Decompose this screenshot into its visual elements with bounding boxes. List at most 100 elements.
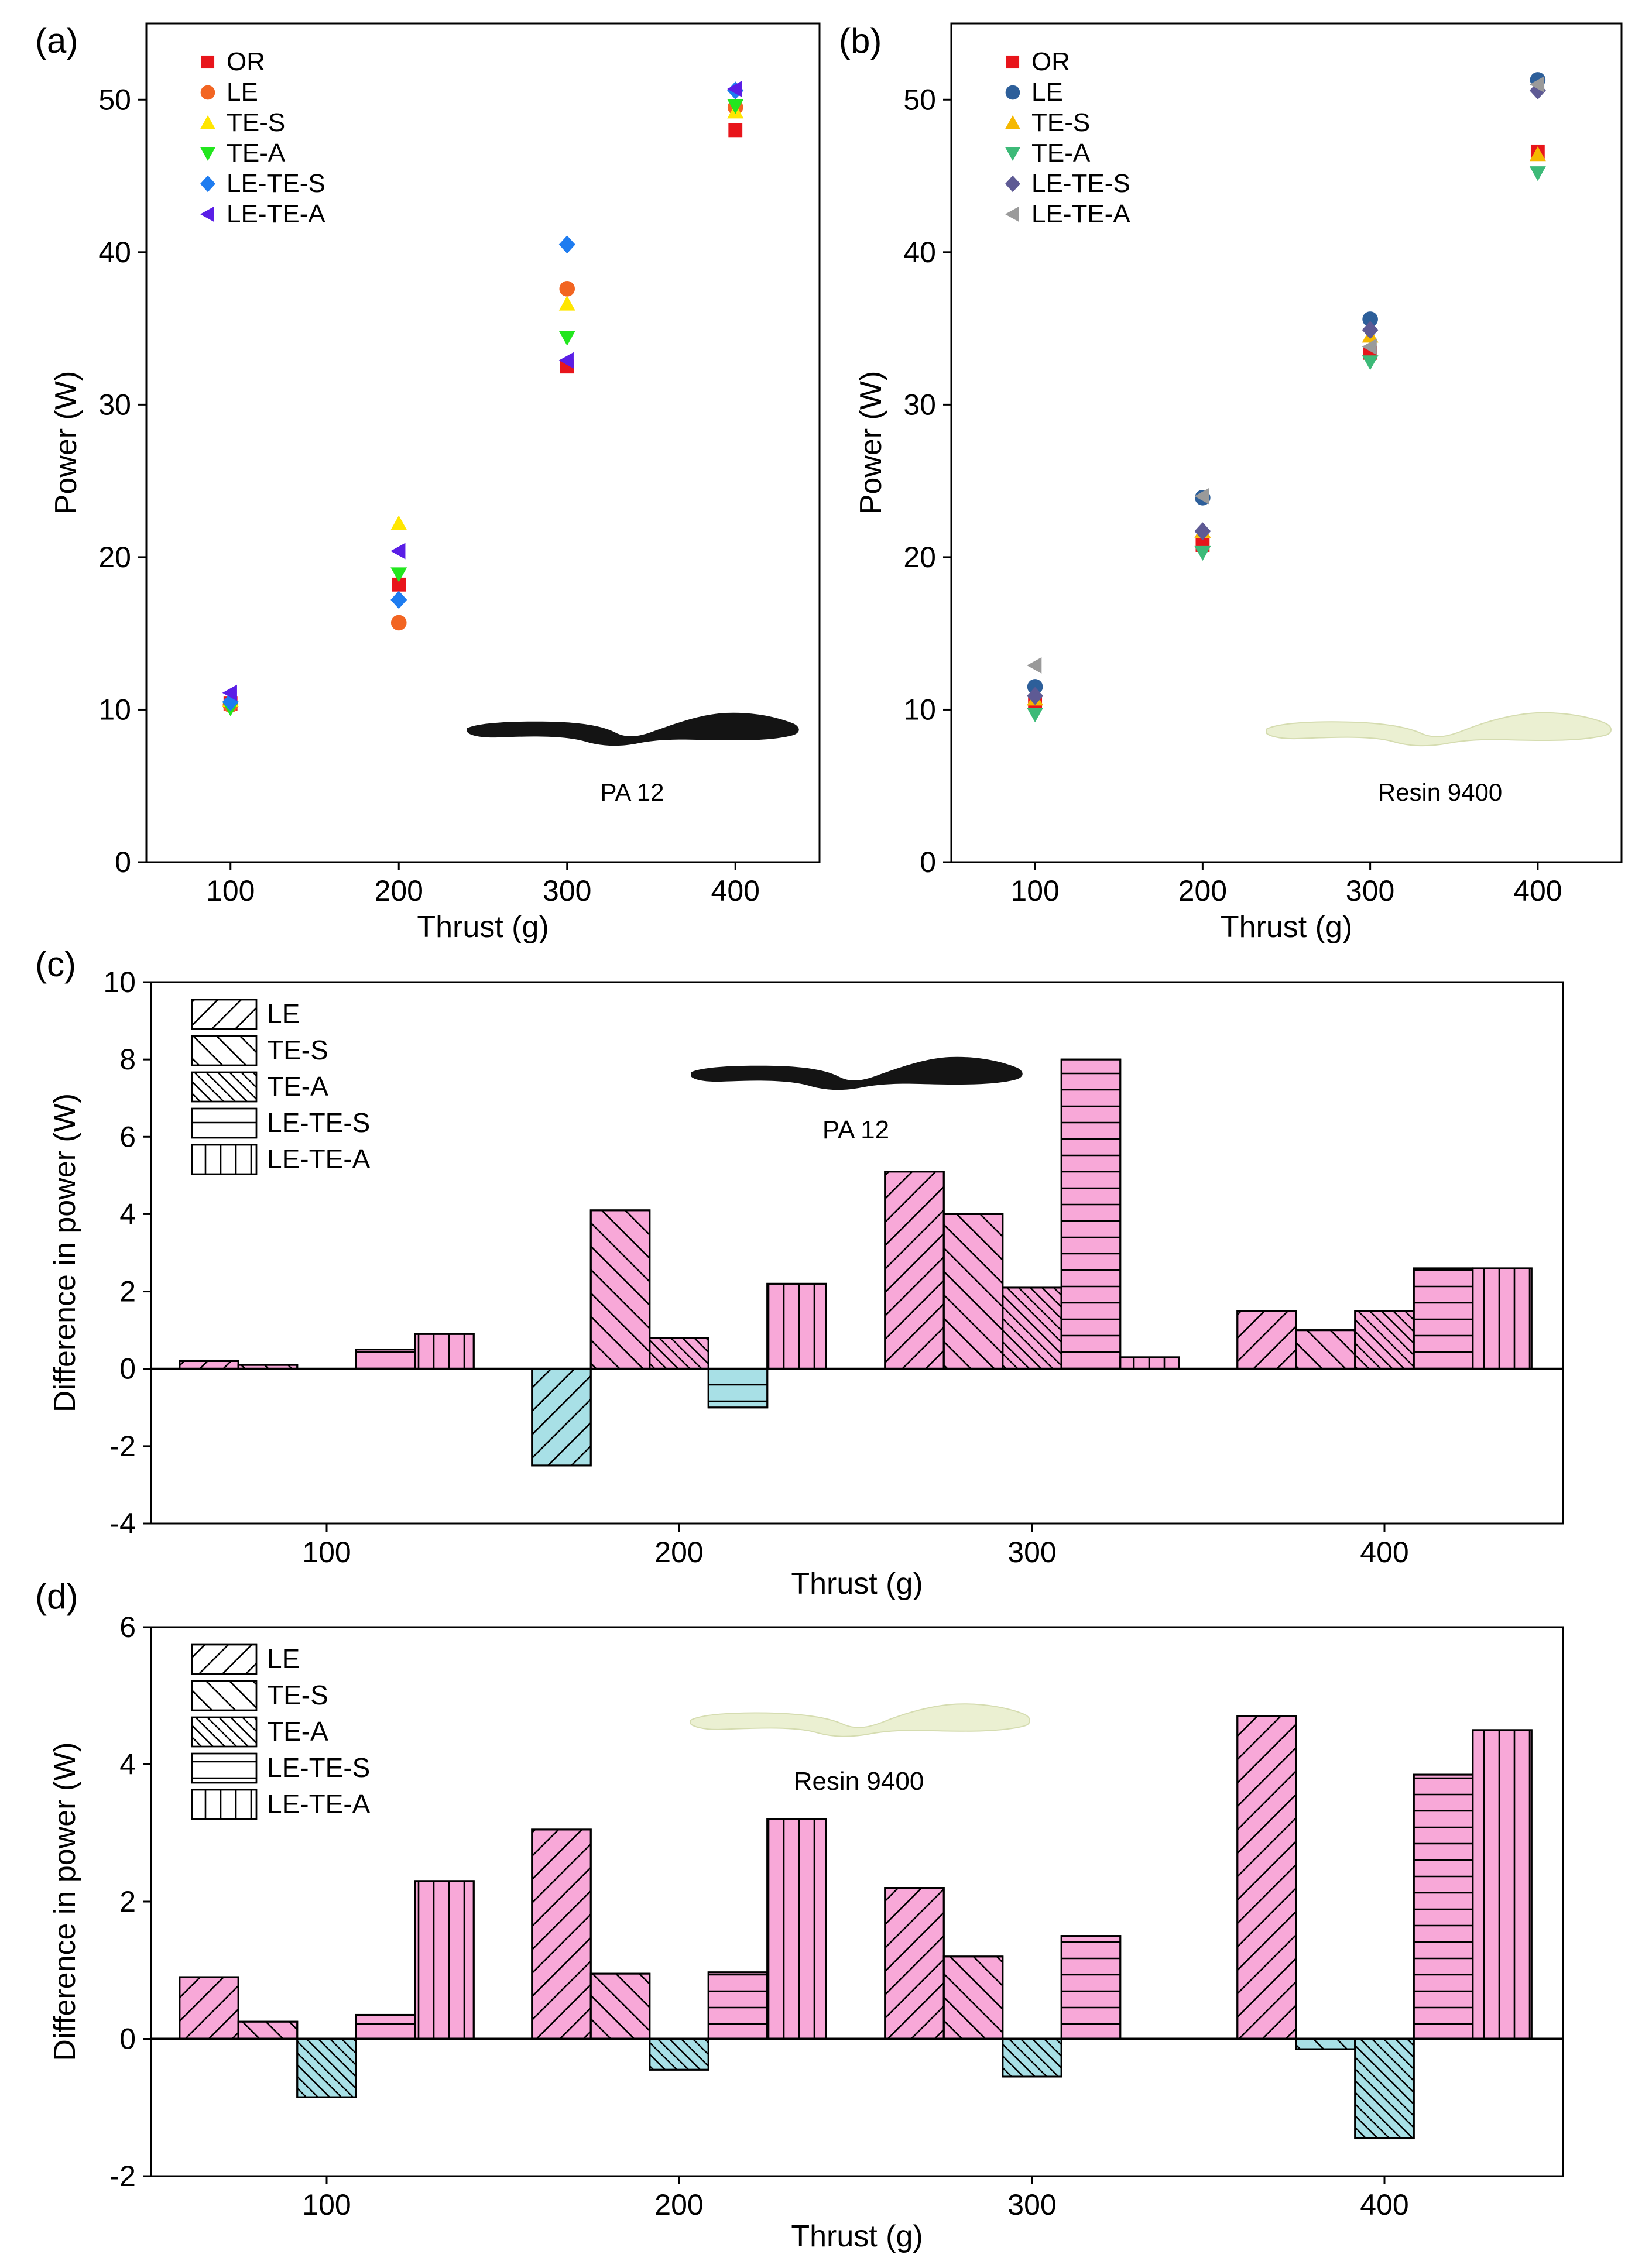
inset-label: Resin 9400 (1378, 778, 1502, 806)
bar-pattern (1002, 1286, 1062, 1370)
data-point (1362, 321, 1379, 339)
data-point (1194, 545, 1211, 561)
legend-label: TE-S (267, 1035, 328, 1065)
bar-pattern (589, 1972, 651, 2040)
bar-pattern (237, 2020, 299, 2040)
x-tick-label: 300 (1007, 1536, 1056, 1569)
x-tick-label: 200 (654, 1536, 703, 1569)
bar-pattern (1413, 1773, 1474, 2040)
scatter-chart-b: 100 200 300 400 0 10 20 30 40 50 Thrust (g) Power (… (854, 22, 1623, 944)
inset-label: PA 12 (822, 1116, 889, 1144)
data-point (390, 591, 407, 609)
bar-pattern (531, 1828, 592, 2040)
y-tick-label: 20 (903, 541, 936, 574)
panel-label: (b) (839, 21, 882, 60)
y-tick-label: 40 (903, 236, 936, 269)
x-tick-label: 400 (1360, 2188, 1408, 2221)
x-axis-label: Thrust (g) (791, 1567, 923, 1601)
x-tick-label: 200 (654, 2188, 703, 2221)
bar-pattern (707, 1971, 769, 2040)
legend-label: LE-TE-A (1031, 200, 1130, 228)
data-point (392, 577, 406, 592)
bar-pattern (649, 2038, 709, 2071)
panel-label: (d) (35, 1577, 78, 1616)
plot-frame (145, 22, 821, 863)
bar-pattern (355, 2013, 416, 2040)
legend-swatch-pattern (191, 1752, 258, 1784)
data-point (1529, 76, 1545, 93)
legend-marker (200, 175, 215, 193)
legend-swatch-pattern (191, 1643, 258, 1675)
legend-label: OR (1031, 47, 1070, 76)
bar-pattern (1295, 1329, 1356, 1370)
x-tick-label: 100 (206, 874, 255, 907)
y-tick-label: 0 (119, 1353, 136, 1385)
bar-pattern (942, 1955, 1004, 2040)
y-tick-label: 2 (119, 1885, 136, 1918)
bar-pattern (531, 1368, 592, 1467)
legend-label: LE-TE-S (227, 169, 325, 198)
y-tick-label: 40 (98, 236, 131, 269)
legend-swatch-pattern (191, 1107, 258, 1139)
x-tick-label: 300 (1346, 874, 1394, 907)
data-point (1027, 657, 1042, 674)
x-tick-label: 300 (1007, 2188, 1056, 2221)
inset-label: Resin 9400 (794, 1767, 924, 1796)
legend-swatch-pattern (191, 1035, 258, 1066)
y-tick-label: 6 (119, 1120, 136, 1153)
legend-swatch-pattern (191, 1680, 258, 1711)
y-tick-label: 50 (98, 83, 131, 116)
bar-pattern (766, 1818, 827, 2040)
y-tick-label: 10 (98, 693, 131, 726)
plot-frame (950, 22, 1623, 863)
data-point (390, 543, 406, 560)
data-point (1362, 311, 1378, 327)
scatter-chart-a: 100 200 300 400 0 10 20 30 40 50 Thrust (g) Power (… (49, 22, 821, 944)
plot-frame (150, 1626, 1564, 2177)
x-tick-label: 300 (543, 874, 591, 907)
bar-pattern (414, 1880, 475, 2040)
legend-marker (201, 55, 215, 69)
y-tick-label: -4 (110, 1507, 136, 1540)
legend-label: LE (267, 1643, 300, 1674)
legend-label: TE-A (227, 139, 286, 167)
legend-label: LE (227, 78, 258, 107)
legend-marker (1006, 55, 1020, 69)
legend-label: TE-S (267, 1680, 328, 1710)
propeller-image (690, 1703, 1031, 1737)
legend-label: LE (1031, 78, 1063, 107)
legend-label: TE-A (1031, 139, 1091, 167)
x-tick-label: 100 (302, 2188, 351, 2221)
y-tick-label: 20 (98, 541, 131, 574)
data-point (558, 235, 575, 254)
legend-marker (200, 207, 214, 222)
data-point (728, 123, 743, 138)
y-tick-label: 4 (119, 1198, 136, 1230)
bar-pattern (589, 1209, 651, 1370)
bar-pattern (649, 1337, 709, 1370)
y-tick-label: 10 (903, 693, 936, 726)
legend-label: LE-TE-S (1031, 169, 1130, 198)
x-tick-label: 200 (375, 874, 423, 907)
data-point (727, 99, 744, 114)
legend-marker (1005, 147, 1020, 161)
x-tick-label: 400 (1360, 1536, 1408, 1569)
panel-label: (c) (35, 945, 76, 984)
x-tick-label: 100 (302, 1536, 351, 1569)
legend-label: LE-TE-A (227, 200, 325, 228)
x-axis-label: Thrust (g) (791, 2219, 923, 2253)
y-axis-label: Difference in power (W) (48, 1093, 82, 1412)
propeller-image (467, 712, 799, 746)
legend-label: LE-TE-A (267, 1789, 371, 1819)
legend-swatch-pattern (191, 1071, 258, 1103)
data-point (390, 615, 407, 631)
data-point (558, 296, 575, 311)
data-point (727, 81, 742, 98)
legend-label: LE-TE-A (267, 1144, 371, 1174)
legend-label: OR (227, 47, 265, 76)
legend-marker (1005, 207, 1019, 222)
data-point (558, 352, 574, 369)
data-point (1362, 355, 1379, 370)
legend-label: LE-TE-S (267, 1107, 370, 1138)
